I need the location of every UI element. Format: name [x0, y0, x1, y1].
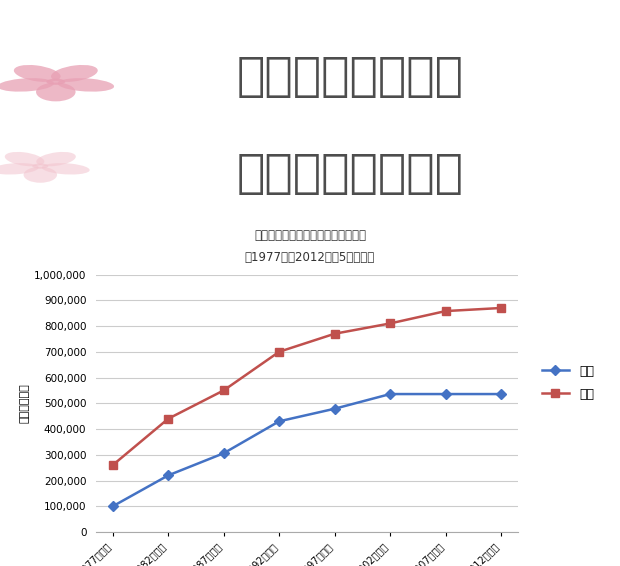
- Y-axis label: 授業料（円）: 授業料（円）: [20, 383, 30, 423]
- Text: 国立・私立大学の年間授業料の推移: 国立・私立大学の年間授業料の推移: [254, 229, 366, 242]
- 国立: [109, 503, 117, 509]
- Line: 国立: 国立: [109, 390, 505, 510]
- 私立: [442, 308, 450, 315]
- Line: 私立: 私立: [109, 304, 505, 469]
- Circle shape: [46, 79, 65, 85]
- Ellipse shape: [0, 163, 38, 174]
- Ellipse shape: [5, 152, 45, 166]
- Text: （1977年～2012年の5年ごと）: （1977年～2012年の5年ごと）: [245, 251, 375, 264]
- 国立: [275, 418, 283, 424]
- Circle shape: [32, 164, 48, 169]
- 国立: [164, 472, 172, 479]
- 国立: [497, 391, 505, 397]
- Ellipse shape: [14, 65, 61, 82]
- 私立: [386, 320, 394, 327]
- Ellipse shape: [24, 167, 57, 183]
- Ellipse shape: [36, 83, 76, 101]
- Legend: 国立, 私立: 国立, 私立: [536, 359, 599, 406]
- Ellipse shape: [0, 78, 54, 92]
- 私立: [220, 387, 228, 394]
- Text: 大学授業料の推移: 大学授業料の推移: [237, 55, 464, 100]
- 私立: [497, 305, 505, 311]
- Ellipse shape: [42, 163, 90, 174]
- 私立: [164, 415, 172, 422]
- Text: 卒業までの教育費: 卒業までの教育費: [237, 152, 464, 196]
- 私立: [275, 348, 283, 355]
- Ellipse shape: [36, 152, 76, 166]
- 国立: [331, 405, 339, 412]
- 国立: [220, 450, 228, 457]
- 国立: [386, 391, 394, 397]
- 国立: [442, 391, 450, 397]
- Ellipse shape: [58, 78, 114, 92]
- 私立: [109, 462, 117, 469]
- Ellipse shape: [51, 65, 98, 82]
- 私立: [331, 331, 339, 337]
